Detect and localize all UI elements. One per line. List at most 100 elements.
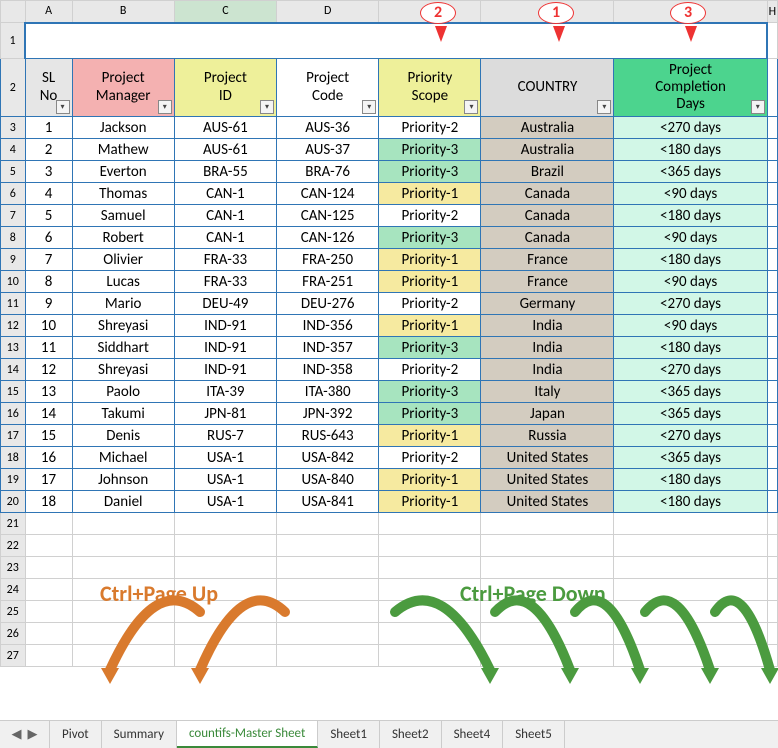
cell[interactable]: Johnson (72, 469, 174, 491)
cell[interactable]: Samuel (72, 205, 174, 227)
cell[interactable]: Priority-3 (379, 161, 481, 183)
cell[interactable]: India (481, 315, 614, 337)
cell[interactable]: 14 (25, 403, 72, 425)
cell[interactable]: 17 (25, 469, 72, 491)
cell[interactable]: FRA-250 (277, 249, 379, 271)
table-header-country[interactable]: COUNTRY▾ (481, 59, 614, 117)
column-header-B[interactable]: B (72, 1, 174, 23)
cell[interactable]: <270 days (614, 425, 767, 447)
cell[interactable]: IND-357 (277, 337, 379, 359)
cell[interactable] (25, 579, 72, 601)
cell[interactable]: <270 days (614, 359, 767, 381)
cell[interactable] (614, 513, 767, 535)
row-header[interactable]: 5 (1, 161, 26, 183)
cell[interactable]: IND-91 (174, 359, 276, 381)
cell[interactable]: 7 (25, 249, 72, 271)
cell[interactable]: United States (481, 447, 614, 469)
cell[interactable]: ITA-39 (174, 381, 276, 403)
cell[interactable]: Shreyasi (72, 359, 174, 381)
table-header-project-manager[interactable]: ProjectManager▾ (72, 59, 174, 117)
cell[interactable] (481, 535, 614, 557)
cell[interactable]: Canada (481, 183, 614, 205)
cell[interactable]: Priority-3 (379, 381, 481, 403)
cell[interactable]: Russia (481, 425, 614, 447)
cell[interactable]: Priority-1 (379, 183, 481, 205)
cell[interactable] (767, 579, 777, 601)
cell[interactable]: Priority-1 (379, 469, 481, 491)
column-header-A[interactable]: A (25, 1, 72, 23)
cell[interactable]: Canada (481, 205, 614, 227)
cell[interactable] (767, 601, 777, 623)
cell[interactable]: DEU-49 (174, 293, 276, 315)
cell[interactable] (481, 557, 614, 579)
cell[interactable] (25, 557, 72, 579)
spreadsheet-grid[interactable]: ABCDEFGH12SLNo▾ProjectManager▾ProjectID▾… (0, 0, 778, 667)
row-header[interactable]: 19 (1, 469, 26, 491)
cell[interactable]: <270 days (614, 293, 767, 315)
cell[interactable]: Priority-1 (379, 425, 481, 447)
table-header-project-completion-days[interactable]: ProjectCompletionDays▾ (614, 59, 767, 117)
cell[interactable] (25, 513, 72, 535)
cell[interactable] (277, 623, 379, 645)
cell[interactable]: Priority-3 (379, 139, 481, 161)
cell[interactable]: 10 (25, 315, 72, 337)
cell[interactable]: Paolo (72, 381, 174, 403)
cell[interactable]: <180 days (614, 139, 767, 161)
cell[interactable]: DEU-276 (277, 293, 379, 315)
cell[interactable]: USA-1 (174, 469, 276, 491)
row-header[interactable]: 27 (1, 645, 26, 667)
cell[interactable]: JPN-81 (174, 403, 276, 425)
cell[interactable]: United States (481, 491, 614, 513)
cell[interactable] (379, 557, 481, 579)
table-header-priority-scope[interactable]: PriorityScope▾ (379, 59, 481, 117)
cell[interactable] (174, 623, 276, 645)
cell[interactable]: Priority-1 (379, 271, 481, 293)
cell[interactable] (379, 623, 481, 645)
cell[interactable]: IND-358 (277, 359, 379, 381)
column-header-H[interactable]: H (767, 1, 777, 23)
cell[interactable]: India (481, 359, 614, 381)
cell[interactable] (614, 645, 767, 667)
cell[interactable]: Canada (481, 227, 614, 249)
cell[interactable]: France (481, 271, 614, 293)
cell[interactable]: Thomas (72, 183, 174, 205)
tab-nav-prev-icon[interactable]: ◀ (12, 727, 22, 742)
cell[interactable]: USA-1 (174, 447, 276, 469)
cell[interactable]: CAN-125 (277, 205, 379, 227)
table-header-sl-no[interactable]: SLNo▾ (25, 59, 72, 117)
select-all-corner[interactable] (1, 1, 26, 23)
cell[interactable] (25, 23, 767, 59)
cell[interactable]: 13 (25, 381, 72, 403)
filter-dropdown-icon[interactable]: ▾ (56, 100, 70, 114)
cell[interactable]: <90 days (614, 183, 767, 205)
row-header[interactable]: 20 (1, 491, 26, 513)
cell[interactable]: AUS-37 (277, 139, 379, 161)
cell[interactable] (277, 645, 379, 667)
row-header[interactable]: 17 (1, 425, 26, 447)
cell[interactable]: <365 days (614, 381, 767, 403)
cell[interactable]: <180 days (614, 205, 767, 227)
cell[interactable]: Priority-1 (379, 491, 481, 513)
cell[interactable]: 1 (25, 117, 72, 139)
row-header[interactable]: 9 (1, 249, 26, 271)
cell[interactable]: FRA-251 (277, 271, 379, 293)
cell[interactable]: Italy (481, 381, 614, 403)
cell[interactable]: 6 (25, 227, 72, 249)
cell[interactable]: AUS-36 (277, 117, 379, 139)
cell[interactable]: Olivier (72, 249, 174, 271)
cell[interactable]: Everton (72, 161, 174, 183)
cell[interactable]: France (481, 249, 614, 271)
cell[interactable] (481, 513, 614, 535)
cell[interactable] (277, 557, 379, 579)
cell[interactable]: <270 days (614, 117, 767, 139)
filter-dropdown-icon[interactable]: ▾ (158, 100, 172, 114)
row-header[interactable]: 4 (1, 139, 26, 161)
row-header[interactable]: 3 (1, 117, 26, 139)
cell[interactable]: Priority-2 (379, 447, 481, 469)
cell[interactable]: 5 (25, 205, 72, 227)
cell[interactable]: USA-840 (277, 469, 379, 491)
cell[interactable]: Priority-2 (379, 359, 481, 381)
cell[interactable]: <180 days (614, 337, 767, 359)
cell[interactable]: RUS-643 (277, 425, 379, 447)
cell[interactable] (174, 645, 276, 667)
